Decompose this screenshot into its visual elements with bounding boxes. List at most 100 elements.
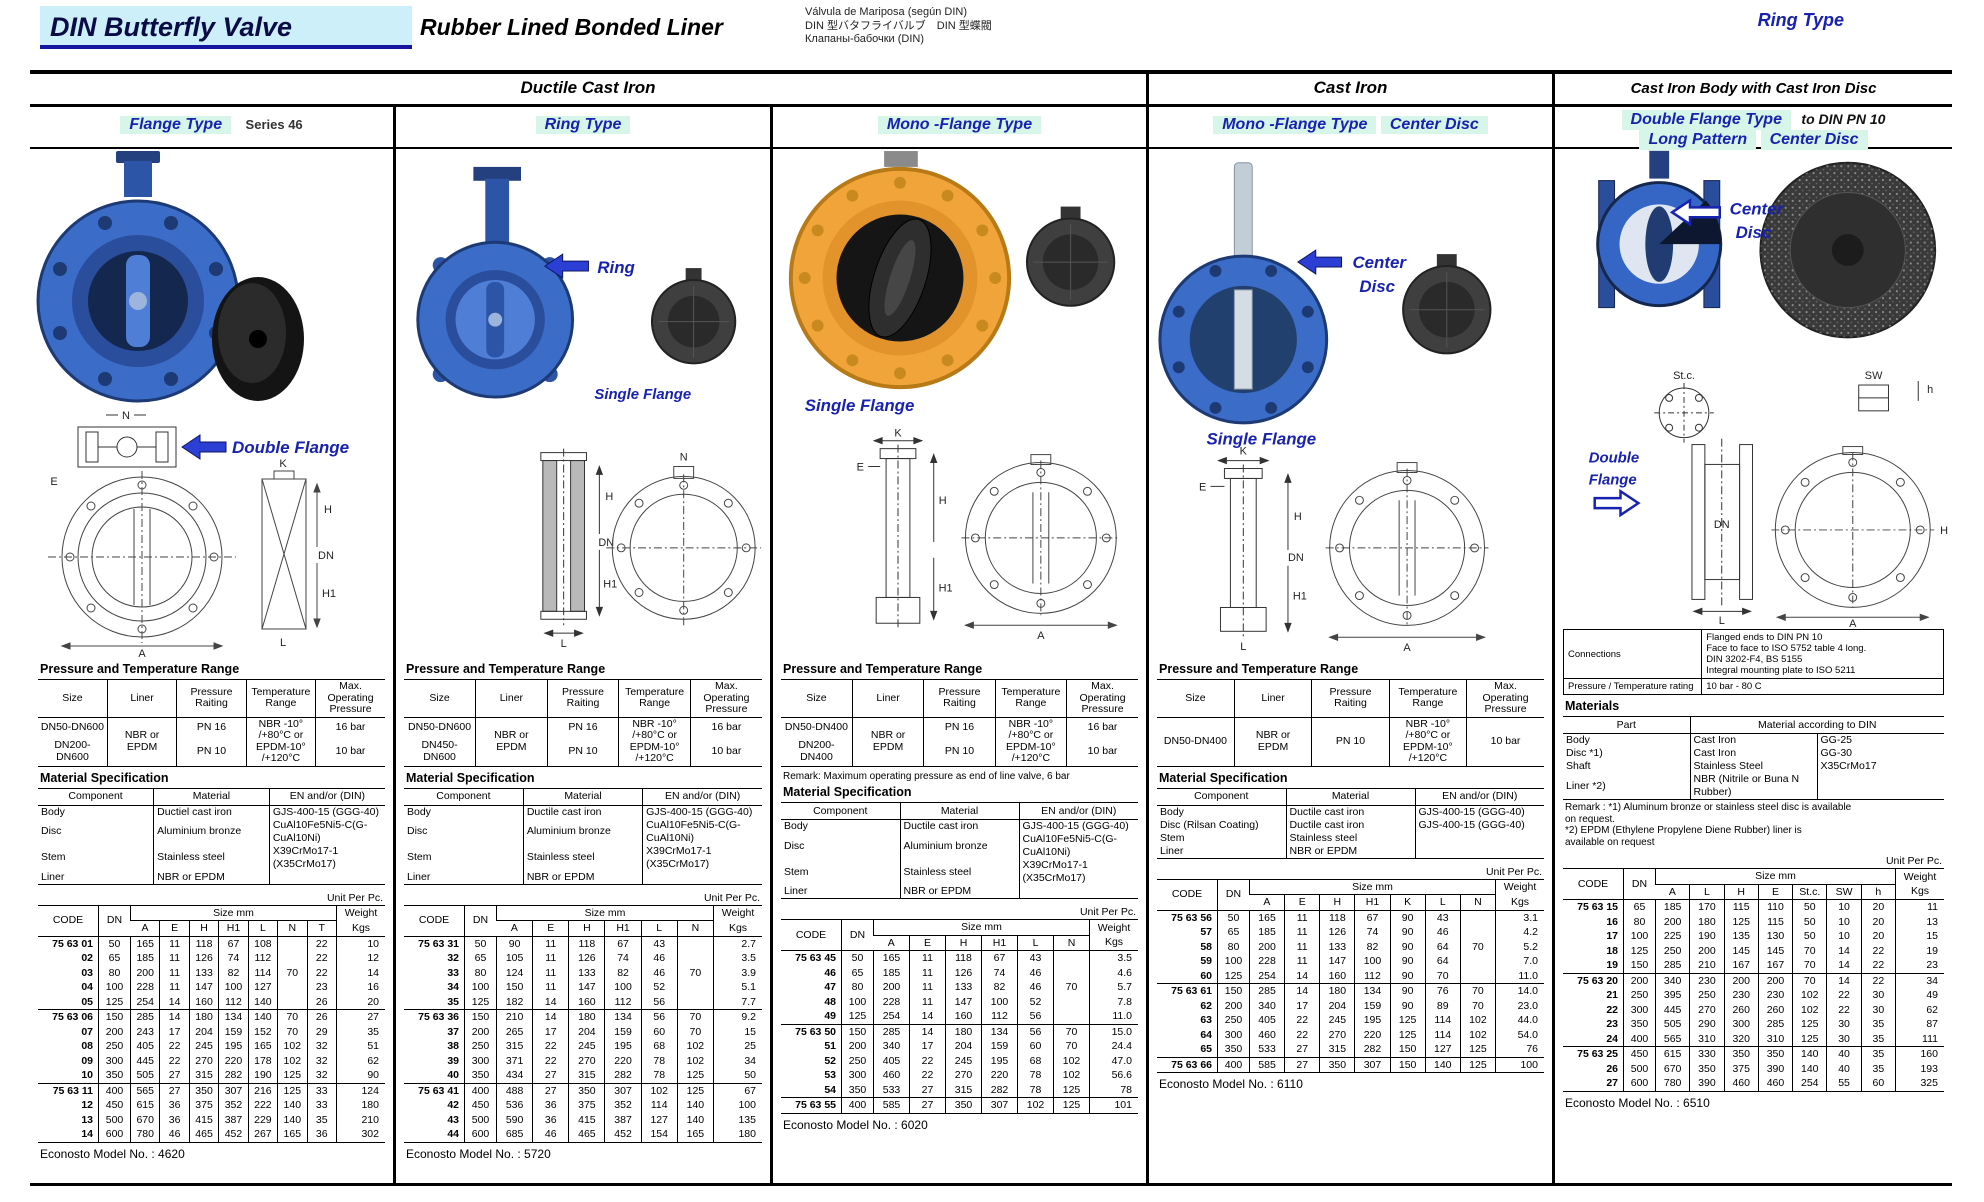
column-mono-flange-center-disc: Mono -Flange Type Center Disc — [1146, 107, 1552, 1183]
table-cell: 47.0 — [1089, 1053, 1138, 1068]
table-cell: 82 — [604, 965, 642, 980]
material-section-title: Material Specification — [1159, 770, 1288, 785]
table-cell: NBR -10° /+80°C or EPDM-10° /+120°C — [1388, 717, 1467, 766]
table-cell: 147 — [1319, 954, 1355, 969]
table-cell: 285 — [1654, 958, 1690, 973]
column-header-cell: K — [1389, 894, 1426, 911]
table-cell: 600 — [1623, 1076, 1656, 1091]
table-cell: 180 — [1689, 914, 1725, 929]
table-cell: 112 — [981, 1009, 1018, 1024]
table-cell: Stainless steel — [522, 844, 643, 871]
table-cell: 270 — [1689, 1002, 1725, 1017]
column-header-cell: L — [640, 920, 678, 937]
table-cell: 23 — [306, 980, 337, 995]
table-cell: 350 — [1689, 1061, 1725, 1076]
table-cell: 11 — [532, 980, 569, 995]
table-cell: 75 63 56 — [1171, 911, 1212, 924]
table-cell: 78 — [1017, 1068, 1054, 1083]
table-cell: 102 — [1017, 1097, 1054, 1113]
table-cell: 102 — [640, 1082, 678, 1098]
weight-header: Weight Kgs — [336, 905, 385, 937]
valve-photo — [36, 151, 240, 403]
table-cell: 70 — [676, 1009, 714, 1025]
table-cell: 50 — [1217, 910, 1250, 925]
table-cell: 22 — [1826, 988, 1862, 1003]
material-table: Component Material EN and/or (DIN) Body Duc… — [38, 787, 385, 885]
table-cell: 43 — [1017, 950, 1054, 966]
column-double-flange-type: Double Flange Type to DIN PN 10 Long Pat… — [1552, 107, 1952, 1183]
table-cell: 210 — [495, 1009, 533, 1025]
table-cell: 600 — [98, 1127, 131, 1142]
table-cell: NBR or EPDM — [899, 885, 1019, 899]
table-cell: NBR -10° /+80°C or EPDM-10° /+120°C — [994, 717, 1067, 766]
table-cell: 185 — [873, 965, 910, 980]
table-cell: 40 — [1826, 1046, 1862, 1062]
column-header: Flange Type Series 46 — [30, 107, 393, 149]
left-arrow-icon — [1296, 249, 1343, 275]
weight-header: Weight Kgs — [713, 905, 762, 937]
table-cell: 134 — [604, 1009, 642, 1025]
table-cell: 125 — [1723, 914, 1759, 929]
table-cell: Ductile cast iron — [522, 805, 643, 819]
table-cell: 75 63 01 — [52, 937, 93, 950]
figure-area: Center Disc Single Flange — [1149, 149, 1552, 659]
materials-remark: Remark : *1) Aluminum bronze or stainles… — [1565, 802, 1852, 848]
table-cell: 460 — [1757, 1076, 1793, 1091]
table-cell: 50 — [713, 1068, 762, 1083]
table-cell: 465 — [568, 1127, 605, 1142]
table-cell: Aluminium bronze — [899, 833, 1019, 859]
table-cell: 165 — [247, 1039, 278, 1054]
table-cell: 250 — [464, 1039, 497, 1054]
table-cell: 22 — [1826, 1002, 1862, 1017]
table-cell: 78 — [640, 1053, 678, 1068]
group-cast-iron: Cast Iron — [1146, 74, 1552, 104]
table-cell: 400 — [841, 1097, 874, 1113]
table-cell: 90 — [1389, 983, 1426, 999]
table-cell: 67 — [218, 936, 249, 951]
table-cell: 350 — [464, 1068, 497, 1083]
table-cell: 204 — [945, 1039, 982, 1054]
table-cell: 400 — [1623, 1031, 1656, 1047]
table-cell: 300 — [1723, 1017, 1759, 1032]
table-cell: 46 — [1424, 925, 1461, 940]
table-cell: GG-25 — [1816, 733, 1944, 747]
column-header-cell: H — [188, 920, 219, 937]
table-cell: 14 — [909, 1009, 946, 1024]
table-cell: 125 — [1623, 943, 1656, 958]
tables-area: Connections Flanged ends to DIN PN 10 Fa… — [1555, 629, 1952, 1110]
table-cell: 352 — [604, 1098, 642, 1113]
table-cell: 590 — [495, 1112, 533, 1127]
tables-area: Pressure and Temperature Range Size Liner… — [1149, 662, 1552, 1091]
table-cell: 159 — [1354, 998, 1391, 1013]
table-cell: 245 — [568, 1039, 605, 1054]
column-header-cell: Pressure Raiting — [923, 679, 996, 718]
table-cell: 10 — [81, 1069, 93, 1081]
table-cell: 14 — [1826, 958, 1862, 973]
table-cell: 200 — [1757, 972, 1793, 988]
column-header: Mono -Flange Type — [773, 107, 1146, 149]
table-cell: 70 — [1053, 1039, 1090, 1054]
column-header-cell: A — [1249, 894, 1285, 911]
dn-header: DN — [841, 919, 874, 951]
table-cell: 46 — [640, 951, 678, 966]
valve-photo — [788, 151, 1012, 390]
unit-label: Unit Per Pc. — [703, 891, 760, 904]
table-cell: 65 — [1200, 1043, 1212, 1055]
table-cell: 56 — [1017, 1023, 1054, 1039]
dim-label-h: H — [939, 495, 947, 507]
code-header: CODE — [781, 919, 842, 951]
table-cell: 228 — [1248, 954, 1285, 969]
table-cell: 63 — [1200, 1014, 1212, 1026]
table-cell: 76 — [1424, 983, 1461, 999]
table-cell: 465 — [188, 1127, 219, 1142]
table-cell: PN 10 — [923, 737, 996, 766]
table-cell: 11 — [159, 980, 190, 995]
table-cell: 140 — [1792, 1061, 1827, 1076]
column-flange-type: Flange Type Series 46 — [30, 107, 393, 1183]
table-cell: NBR or EPDM — [1285, 844, 1415, 858]
table-cell: 125 — [841, 1009, 874, 1024]
table-cell: 11.0 — [1495, 968, 1544, 984]
table-cell: 307 — [604, 1082, 642, 1098]
material-section-title: Material Specification — [40, 770, 169, 785]
dim-label-a: A — [138, 648, 146, 659]
